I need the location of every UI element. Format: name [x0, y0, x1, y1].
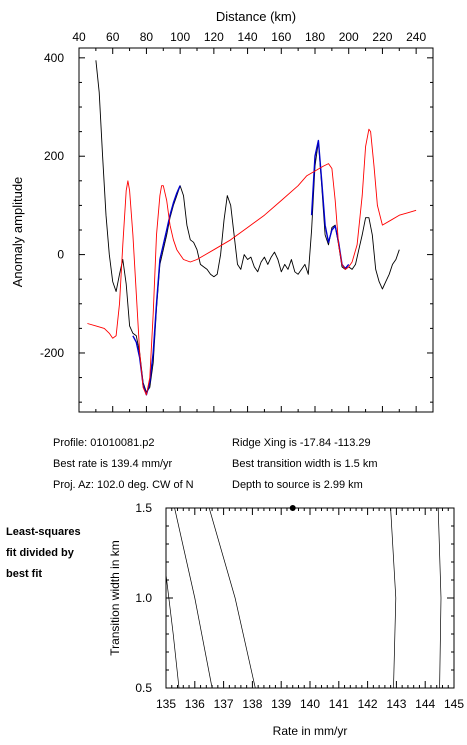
y-tick-label: 400	[44, 51, 64, 65]
x-tick-label: 140	[238, 30, 258, 44]
width-tick-label: 0.5	[135, 681, 152, 695]
fit-contour-1	[174, 507, 213, 689]
x-tick-label: 120	[204, 30, 224, 44]
best-width-label: Best transition width is 1.5 km	[232, 458, 378, 470]
contour-plot-frame	[165, 507, 455, 689]
width-axis-title: Transition width in km	[108, 540, 122, 656]
ridge-crossing-label: Ridge Xing is -17.84 -113.29	[232, 437, 371, 449]
x-tick-label: 200	[339, 30, 359, 44]
fit-note: Least-squares fit divided by best fit	[6, 522, 81, 585]
x-tick-label: 100	[170, 30, 190, 44]
anomaly-axis-title: Anomaly amplitude	[10, 177, 25, 288]
fit-contour-4	[437, 507, 442, 689]
rate-tick-label: 137	[214, 697, 234, 711]
rate-tick-label: 138	[242, 697, 262, 711]
x-tick-label: 240	[406, 30, 426, 44]
rate-tick-label: 141	[329, 697, 349, 711]
anomaly-series-observed-0	[95, 60, 400, 393]
x-tick-label: 220	[372, 30, 392, 44]
fit-contour-2	[208, 507, 256, 689]
fit-contour-3	[390, 507, 397, 689]
rate-tick-label: 142	[358, 697, 378, 711]
x-tick-label: 180	[305, 30, 325, 44]
y-tick-label: 0	[57, 248, 64, 262]
x-tick-label: 60	[106, 30, 120, 44]
rate-tick-label: 135	[156, 697, 176, 711]
rate-tick-label: 136	[185, 697, 205, 711]
rate-tick-label: 144	[415, 697, 435, 711]
fit-contour-0	[165, 574, 180, 689]
fit-note-line-1: Least-squares	[6, 526, 81, 538]
anomaly-axes: 40 60 80 100 120 140 160 180 200 220 240 -200 0 200 40…	[40, 30, 434, 412]
anomaly-series-model-3	[87, 128, 417, 396]
rate-tick-label: 140	[300, 697, 320, 711]
rate-tick-label: 139	[271, 697, 291, 711]
anomaly-lines	[87, 60, 417, 396]
anomaly-chart: 40 60 80 100 120 140 160 180 200 220 240 -200 0 200 40…	[10, 9, 434, 413]
depth-to-source-label: Depth to source is 2.99 km	[232, 479, 363, 491]
y-tick-label: -200	[40, 346, 64, 360]
best-fit-point	[289, 505, 296, 511]
distance-axis-title: Distance (km)	[216, 9, 296, 24]
best-rate-label: Best rate is 139.4 mm/yr	[53, 458, 173, 470]
x-tick-label: 80	[140, 30, 154, 44]
width-tick-label: 1.0	[135, 591, 152, 605]
y-tick-label: 200	[44, 149, 64, 163]
rate-tick-label: 143	[386, 697, 406, 711]
rate-axis-title: Rate in mm/yr	[273, 724, 348, 738]
contour-axes: 135 136 137 138 139 140 141 142 143 144 145 0.5 1.0 1…	[135, 501, 464, 711]
anomaly-series-window-1	[132, 185, 181, 396]
x-tick-label: 40	[72, 30, 86, 44]
contour-lines	[165, 505, 442, 689]
x-tick-label: 160	[271, 30, 291, 44]
fit-note-line-2: fit divided by	[6, 547, 74, 559]
projection-azimuth-label: Proj. Az: 102.0 deg. CW of N	[53, 479, 194, 491]
anomaly-series-window-2	[310, 139, 350, 270]
profile-label: Profile: 01010081.p2	[53, 437, 155, 449]
fit-note-line-3: best fit	[6, 568, 43, 580]
rate-tick-label: 145	[444, 697, 464, 711]
width-tick-label: 1.5	[135, 501, 152, 515]
